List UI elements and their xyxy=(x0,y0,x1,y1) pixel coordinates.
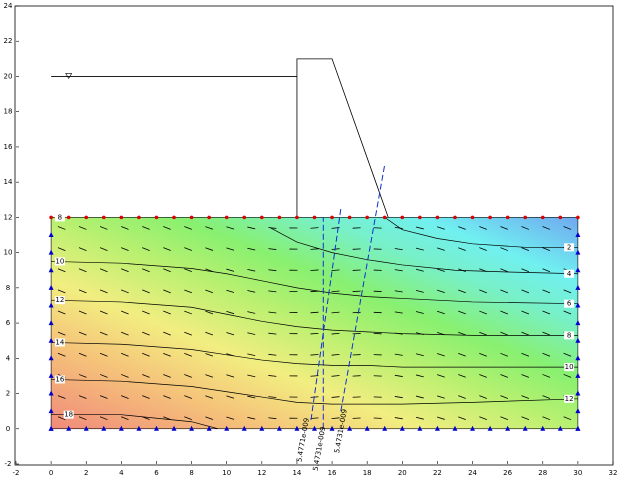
y-tick-label: 0 xyxy=(6,425,10,433)
y-tick-label: 8 xyxy=(6,284,10,292)
top-node xyxy=(488,216,492,220)
x-tick-label: -2 xyxy=(13,469,20,477)
x-tick-label: 24 xyxy=(468,469,477,477)
top-node xyxy=(506,216,510,220)
top-node xyxy=(242,216,246,220)
top-node xyxy=(313,216,317,220)
y-tick-label: 10 xyxy=(4,249,13,257)
x-tick-label: 10 xyxy=(222,469,231,477)
y-tick-label: 6 xyxy=(6,319,11,327)
x-tick-label: 8 xyxy=(189,469,193,477)
top-node xyxy=(67,216,71,220)
y-tick-label: 4 xyxy=(6,354,11,362)
x-tick-label: 20 xyxy=(398,469,407,477)
x-tick-label: 0 xyxy=(49,469,53,477)
top-node xyxy=(400,216,404,220)
contour-label: 2 xyxy=(567,243,571,251)
top-node xyxy=(120,216,124,220)
water-symbol xyxy=(66,73,72,78)
x-tick-label: 28 xyxy=(538,469,547,477)
y-tick-label: 14 xyxy=(4,178,13,186)
contour-label: 10 xyxy=(55,257,64,265)
top-node xyxy=(84,216,88,220)
contour-label: 16 xyxy=(55,375,64,383)
contour-label: 12 xyxy=(565,395,574,403)
contour-label: 8 xyxy=(58,213,62,221)
top-node xyxy=(436,216,440,220)
top-node xyxy=(137,216,141,220)
top-node xyxy=(295,216,299,220)
y-tick-label: 16 xyxy=(4,143,13,151)
top-node xyxy=(348,216,352,220)
x-tick-label: 12 xyxy=(257,469,266,477)
contour-label: 12 xyxy=(55,296,64,304)
top-node xyxy=(541,216,545,220)
top-node xyxy=(418,216,422,220)
top-node xyxy=(225,216,229,220)
contour-label: 10 xyxy=(565,363,574,371)
x-tick-label: 2 xyxy=(84,469,88,477)
top-node xyxy=(190,216,194,220)
contour-label: 8 xyxy=(567,331,571,339)
top-node xyxy=(278,216,282,220)
x-tick-label: 14 xyxy=(292,469,301,477)
top-node xyxy=(559,216,563,220)
top-node xyxy=(383,216,387,220)
y-tick-label: 12 xyxy=(4,213,13,221)
contour-label: 6 xyxy=(567,300,572,308)
x-tick-label: 30 xyxy=(573,469,582,477)
top-node xyxy=(172,216,176,220)
top-node xyxy=(453,216,457,220)
x-tick-label: 16 xyxy=(328,469,337,477)
x-tick-label: 6 xyxy=(154,469,159,477)
y-tick-label: 18 xyxy=(4,108,13,116)
top-node xyxy=(207,216,211,220)
x-tick-label: 18 xyxy=(363,469,372,477)
x-tick-label: 32 xyxy=(609,469,618,477)
y-tick-label: 22 xyxy=(4,37,13,45)
top-node xyxy=(330,216,334,220)
x-tick-label: 26 xyxy=(503,469,512,477)
contour-label: 18 xyxy=(64,411,73,419)
top-node xyxy=(365,216,369,220)
y-tick-label: 24 xyxy=(4,2,13,10)
top-node xyxy=(102,216,106,220)
y-tick-label: 2 xyxy=(6,390,10,398)
top-node xyxy=(260,216,264,220)
top-node xyxy=(155,216,159,220)
top-node xyxy=(471,216,475,220)
contour-label: 4 xyxy=(567,270,572,278)
embankment xyxy=(297,59,388,218)
contour-label: 14 xyxy=(55,338,64,346)
x-tick-label: 4 xyxy=(119,469,124,477)
y-tick-label: -2 xyxy=(5,460,12,468)
top-node xyxy=(576,216,580,220)
x-tick-label: 22 xyxy=(433,469,442,477)
top-node xyxy=(49,216,53,220)
top-node xyxy=(523,216,527,220)
y-tick-label: 20 xyxy=(4,72,13,80)
